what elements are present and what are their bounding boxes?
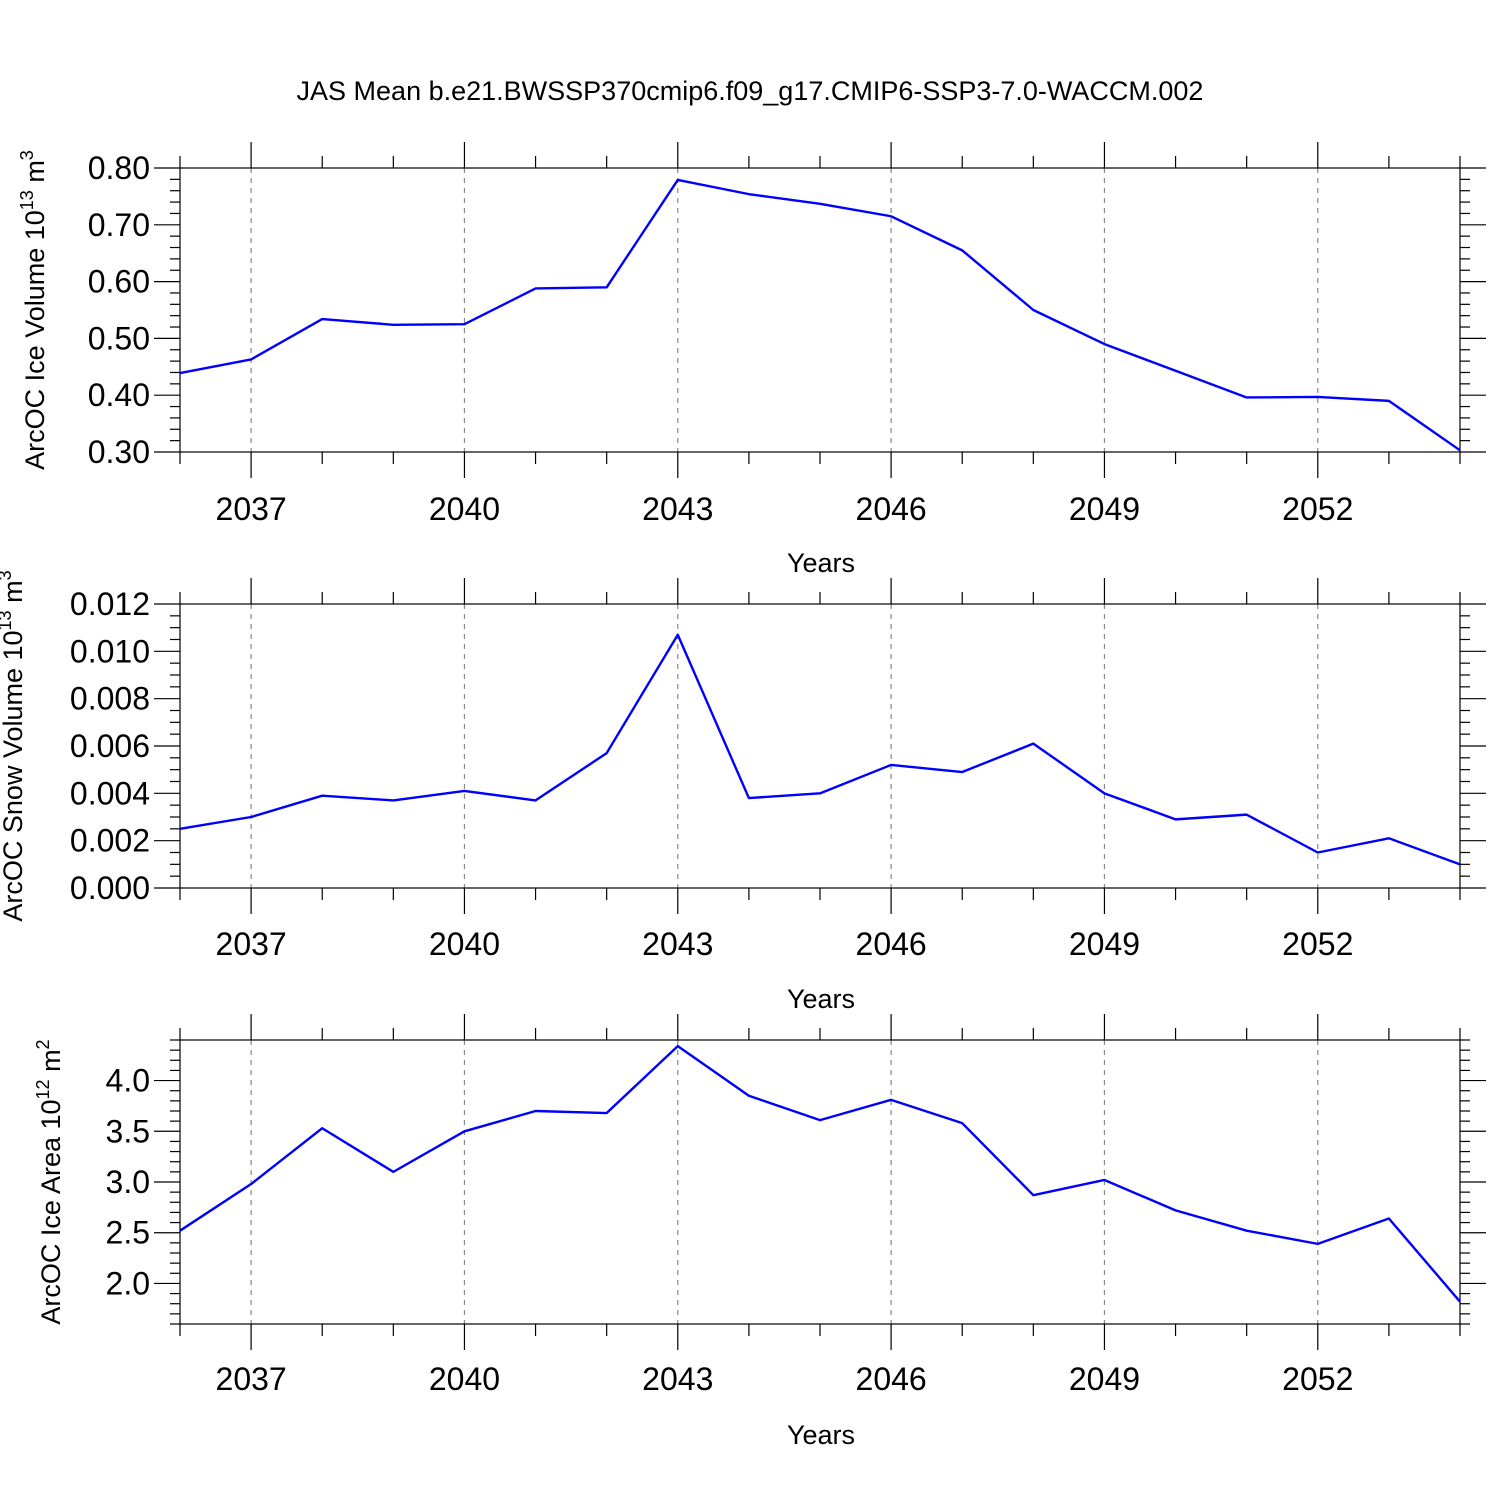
x-tick-label: 2037	[216, 926, 287, 962]
chart-title: JAS Mean b.e21.BWSSP370cmip6.f09_g17.CMI…	[297, 76, 1204, 106]
y-axis-label: ArcOC Ice Volume 1013 m3	[17, 150, 50, 470]
x-tick-label: 2049	[1069, 491, 1140, 527]
y-tick-label: 0.012	[70, 586, 150, 622]
y-tick-label: 0.50	[88, 320, 150, 356]
chart-panel-1: 2037 2040 2043 2046 2049 2052 0.30 0.40 0.50 0.60…	[17, 142, 1486, 578]
y-tick-label: 0.30	[88, 434, 150, 470]
x-tick-label: 2052	[1282, 926, 1353, 962]
x-tick-label: 2052	[1282, 491, 1353, 527]
x-tick-label: 2037	[216, 1361, 287, 1397]
y-tick-label: 0.002	[70, 823, 150, 859]
y-tick-label: 0.40	[88, 377, 150, 413]
x-axis-label: Years	[787, 548, 855, 578]
x-tick-label: 2043	[642, 491, 713, 527]
x-tick-label: 2046	[856, 1361, 927, 1397]
y-tick-label: 3.0	[106, 1164, 150, 1200]
x-axis-label: Years	[787, 984, 855, 1014]
y-axis-label: ArcOC Snow Volume 1013 m3	[0, 570, 28, 921]
y-tick-label: 0.60	[88, 264, 150, 300]
y-tick-label: 0.70	[88, 207, 150, 243]
y-tick-label: 0.008	[70, 681, 150, 717]
x-tick-label: 2040	[429, 926, 500, 962]
x-tick-label: 2043	[642, 926, 713, 962]
plot-frame	[179, 167, 1461, 453]
y-tick-label: 0.80	[88, 150, 150, 186]
plot-frame	[179, 603, 1461, 889]
x-tick-label: 2040	[429, 491, 500, 527]
x-tick-label: 2046	[856, 491, 927, 527]
series-line	[179, 178, 1461, 452]
chart-panel-3: 2037 2040 2043 2046 2049 2052 2.0 2.5 3.0 3.5 4.0 Y…	[33, 1014, 1486, 1450]
y-tick-label: 0.006	[70, 728, 150, 764]
y-tick-label: 3.5	[106, 1113, 150, 1149]
chart-panel-2: 2037 2040 2043 2046 2049 2052 0.000 0.002 0.004 0…	[0, 570, 1486, 1014]
x-tick-label: 2043	[642, 1361, 713, 1397]
x-tick-label: 2052	[1282, 1361, 1353, 1397]
series-line	[179, 633, 1461, 866]
x-axis-label: Years	[787, 1420, 855, 1450]
y-tick-label: 4.0	[106, 1063, 150, 1099]
chart-panels: 2037 2040 2043 2046 2049 2052 0.30 0.40 0.50 0.60…	[0, 142, 1486, 1450]
series-line	[179, 1044, 1461, 1303]
x-tick-label: 2037	[216, 491, 287, 527]
y-tick-label: 2.5	[106, 1215, 150, 1251]
y-tick-label: 0.000	[70, 870, 150, 906]
plot-frame	[179, 1039, 1461, 1325]
x-tick-label: 2040	[429, 1361, 500, 1397]
x-tick-label: 2049	[1069, 1361, 1140, 1397]
y-axis-label: ArcOC Ice Area 1012 m2	[33, 1039, 66, 1324]
y-tick-label: 0.004	[70, 775, 150, 811]
y-tick-label: 0.010	[70, 633, 150, 669]
x-tick-label: 2049	[1069, 926, 1140, 962]
y-tick-label: 2.0	[106, 1265, 150, 1301]
x-tick-label: 2046	[856, 926, 927, 962]
